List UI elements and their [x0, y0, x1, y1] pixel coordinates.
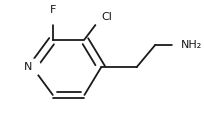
Text: Cl: Cl: [101, 12, 112, 22]
Text: N: N: [24, 62, 32, 72]
Text: F: F: [50, 5, 56, 15]
Text: NH₂: NH₂: [181, 40, 202, 50]
